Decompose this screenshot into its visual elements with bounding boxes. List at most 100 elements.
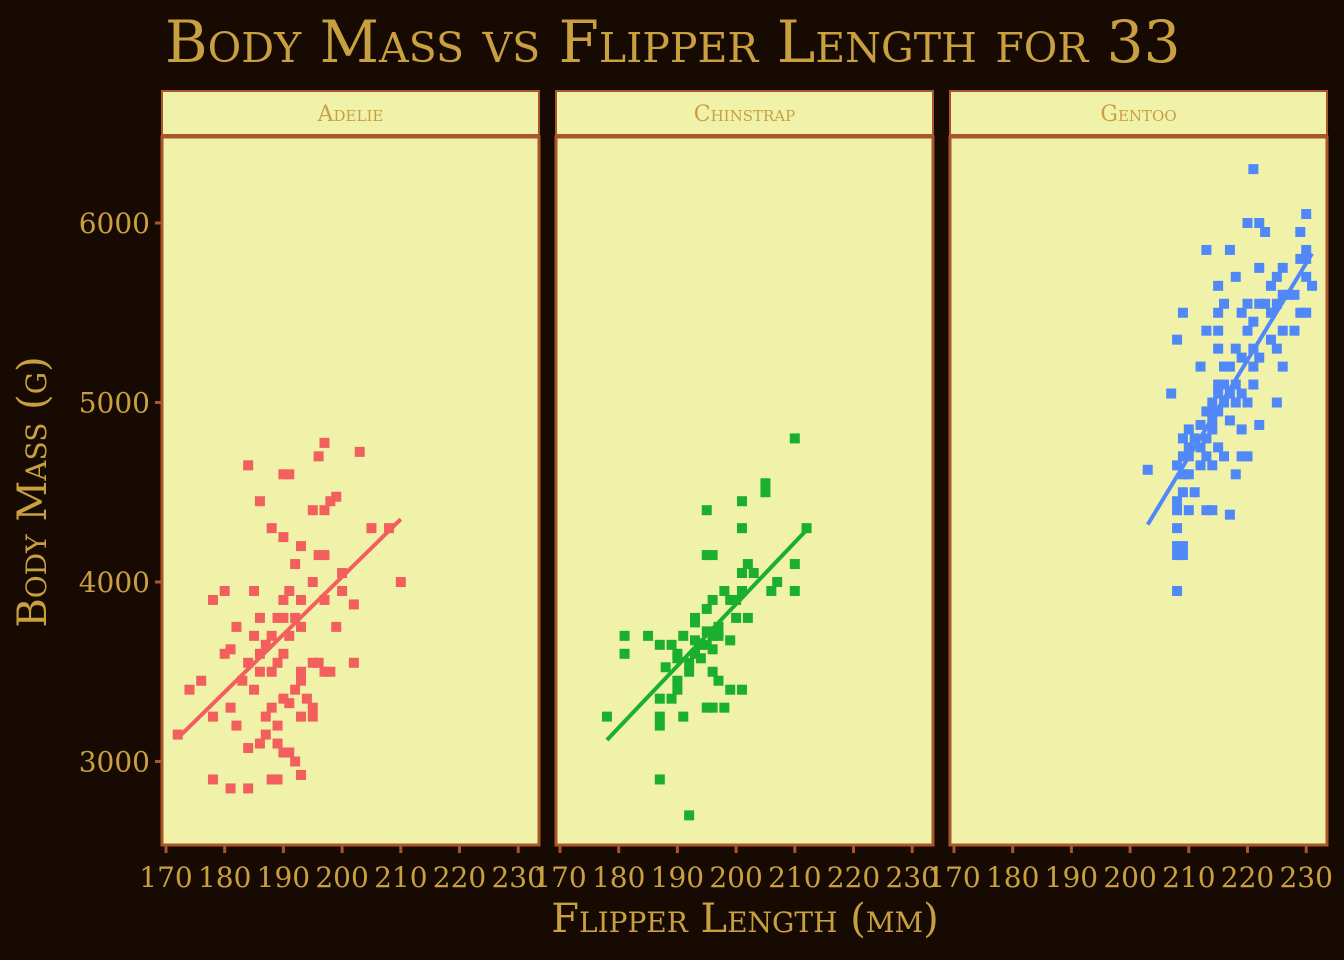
data-point [1224,388,1235,399]
data-point [690,648,701,659]
data-point [1219,298,1230,309]
data-point [789,585,800,596]
data-point [1265,280,1276,291]
data-point [742,612,753,623]
data-point [654,639,665,650]
data-point [701,550,712,561]
data-point [1201,244,1212,255]
y-tick-label: 6000 [79,207,150,240]
data-point [290,756,301,767]
data-point [701,702,712,713]
data-point [719,702,730,713]
data-point [1195,361,1206,372]
data-point [1242,325,1253,336]
data-point [260,711,271,722]
data-point [348,657,359,668]
data-point [225,783,236,794]
data-point [1242,218,1253,228]
data-point [801,523,812,534]
data-point [307,657,318,668]
data-point [1224,361,1235,372]
data-point [1207,397,1218,408]
data-point [719,585,730,596]
data-point [260,639,271,650]
data-point [1295,226,1306,237]
data-point [748,568,759,579]
data-point [772,577,783,587]
data-point [1230,397,1241,408]
data-point [1177,487,1188,498]
data-point [1213,388,1224,399]
data-point [1301,209,1312,220]
data-point [1172,334,1183,345]
data-point [1183,505,1194,516]
x-tick-label: 210 [374,861,427,894]
facet-panel [948,135,1329,847]
data-point [1207,505,1218,516]
data-point [1295,253,1306,264]
x-tick-label: 180 [986,861,1039,894]
data-point [307,702,318,713]
data-point [1177,307,1188,318]
x-axis-label: Flipper Length (mm) [551,896,939,942]
x-tick-label: 220 [1221,861,1274,894]
data-point [301,693,312,704]
data-point [725,635,736,646]
data-point [219,648,230,659]
data-point [1172,541,1183,552]
x-tick-label: 230 [491,861,544,894]
data-point [666,693,677,704]
data-point [296,675,307,686]
data-point [284,585,295,596]
data-point [1172,460,1183,471]
x-tick-label: 170 [139,861,192,894]
data-point [1236,307,1247,318]
data-point [1260,226,1271,237]
data-point [1254,298,1265,309]
data-point [654,711,665,722]
data-point [707,594,718,605]
data-point [296,541,307,552]
data-point [1219,361,1230,372]
data-point [713,621,724,632]
y-tick-label: 5000 [79,387,150,420]
data-point [678,711,689,722]
data-point [1207,406,1218,417]
data-point [1189,487,1200,498]
y-tick-label: 3000 [79,746,150,779]
data-point [1201,406,1212,417]
data-point [666,639,677,650]
data-point [266,774,277,785]
data-point [1201,325,1212,336]
data-point [1201,433,1212,444]
data-point [1277,262,1288,273]
data-point [307,577,318,587]
data-point [690,617,701,628]
data-point [1248,379,1259,390]
data-point [243,783,254,794]
data-point [296,594,307,605]
data-point [249,585,260,596]
x-tick-label: 230 [1279,861,1332,894]
data-point [1177,550,1188,561]
data-point [395,577,406,587]
data-point [701,626,712,637]
data-point [1236,424,1247,435]
facet-adelie: Adelie 170 180 190 200 210 220 230 [139,90,545,894]
data-point [278,747,289,758]
data-point [1213,442,1224,453]
data-point [254,496,265,507]
data-point [184,684,195,695]
data-point [225,644,236,655]
data-point [1213,343,1224,354]
data-point [690,635,701,646]
data-point [1172,585,1183,596]
data-point [1213,379,1224,390]
data-point [707,644,718,655]
x-tick-label: 210 [768,861,821,894]
data-point [278,612,289,623]
data-point [736,585,747,596]
data-point [601,711,612,722]
data-point [736,684,747,695]
data-point [766,585,777,596]
